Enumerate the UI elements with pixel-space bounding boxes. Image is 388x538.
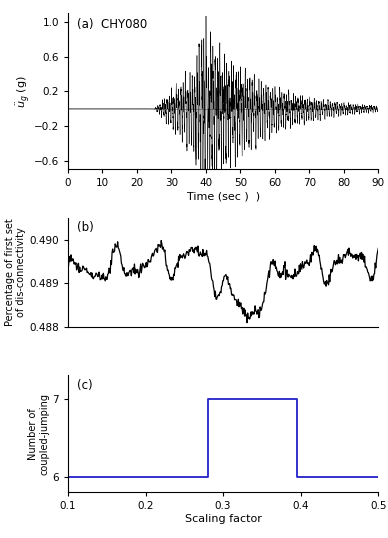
Text: (a)  CHY080: (a) CHY080 [77,18,147,31]
Y-axis label: Percentage of first set
of dis-connectivity: Percentage of first set of dis-connectiv… [5,218,26,326]
Y-axis label: Number of
coupled-jumping: Number of coupled-jumping [28,393,49,475]
Text: (b): (b) [77,221,94,234]
X-axis label: Scaling factor: Scaling factor [185,514,262,524]
Text: (c): (c) [77,379,93,392]
X-axis label: Time (sec )  ): Time (sec ) ) [187,191,260,201]
Y-axis label: $\ddot{u}_g$ (g): $\ddot{u}_g$ (g) [14,75,32,108]
